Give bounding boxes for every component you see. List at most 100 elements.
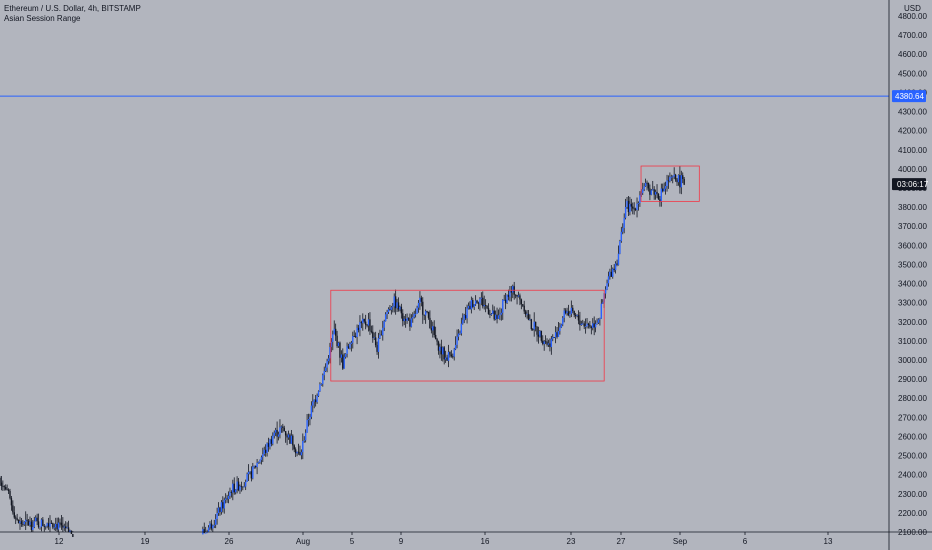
candle	[33, 516, 35, 529]
candle	[420, 295, 423, 307]
candle	[347, 343, 350, 349]
candle	[550, 335, 553, 355]
candle	[45, 525, 47, 530]
candle	[17, 519, 20, 524]
candle	[573, 310, 575, 318]
candle	[479, 297, 481, 311]
candle	[540, 330, 543, 343]
x-tick-label: 6	[743, 537, 748, 546]
candle	[400, 303, 403, 319]
candle	[264, 444, 267, 457]
candle	[399, 305, 401, 312]
candle	[309, 413, 311, 426]
candle	[29, 516, 31, 527]
x-tick-label: Sep	[673, 537, 688, 546]
candle	[263, 446, 265, 456]
candle	[252, 462, 254, 480]
indicator-name[interactable]: Asian Session Range	[4, 14, 81, 23]
candle	[537, 326, 540, 344]
x-tick-label: 9	[399, 537, 404, 546]
y-tick-label: 4300.00	[898, 108, 927, 117]
candle	[10, 495, 13, 511]
candle	[393, 293, 395, 313]
candle	[662, 183, 664, 193]
x-tick-label: 5	[350, 537, 355, 546]
candle	[396, 298, 398, 312]
candle	[529, 314, 531, 321]
candle	[609, 268, 611, 280]
candle	[36, 513, 38, 526]
candle	[62, 517, 64, 532]
candle	[620, 226, 623, 243]
candle	[377, 332, 380, 359]
candle	[500, 308, 503, 321]
countdown-badge[interactable]: 03:06:17	[892, 178, 929, 191]
candle	[367, 313, 370, 332]
currency-label[interactable]: USD	[904, 4, 921, 13]
candle	[386, 309, 388, 320]
candle	[22, 519, 24, 527]
candle	[462, 313, 464, 325]
candle	[623, 213, 625, 234]
candle	[632, 202, 634, 215]
candle	[683, 176, 685, 186]
candle	[269, 438, 271, 450]
candle	[610, 265, 613, 278]
y-tick-label: 2300.00	[898, 490, 927, 499]
candle	[679, 166, 681, 194]
candle	[234, 489, 237, 495]
candle	[440, 339, 443, 361]
candle	[59, 518, 61, 528]
candle	[304, 429, 307, 443]
candle	[650, 189, 653, 196]
candle	[456, 329, 458, 349]
session-range-box[interactable]	[330, 289, 605, 382]
candle	[637, 201, 640, 211]
candle	[476, 299, 478, 304]
candle	[677, 174, 680, 186]
candle	[563, 307, 565, 323]
candle	[322, 373, 324, 387]
candle	[447, 344, 450, 368]
session-range-box[interactable]	[640, 165, 700, 202]
candle	[459, 330, 461, 336]
candle	[314, 394, 317, 407]
candle	[324, 363, 327, 373]
candle	[266, 442, 268, 457]
candle	[660, 183, 663, 207]
candle	[670, 174, 673, 182]
candle	[414, 308, 417, 318]
candle	[237, 478, 240, 492]
candle	[453, 347, 455, 361]
candle	[522, 304, 524, 308]
candle	[559, 322, 561, 335]
candle	[612, 267, 614, 279]
candle	[273, 430, 275, 439]
candle	[682, 172, 684, 184]
candle	[527, 309, 530, 321]
candle	[664, 181, 667, 195]
candle	[286, 433, 288, 446]
candle	[42, 517, 44, 527]
candle	[330, 338, 333, 353]
candle	[450, 350, 453, 358]
candle	[239, 484, 241, 494]
symbol-title[interactable]: Ethereum / U.S. Dollar, 4h, BITSTAMP	[4, 4, 141, 13]
candle	[379, 329, 381, 340]
candle	[654, 189, 657, 200]
candle	[224, 493, 227, 504]
candle	[613, 264, 615, 273]
candle	[262, 447, 264, 463]
candle	[619, 239, 621, 255]
price-line-badge[interactable]: 4380.64	[892, 90, 926, 103]
candle	[312, 394, 314, 413]
candle	[673, 167, 675, 180]
candle	[466, 304, 468, 324]
candle	[653, 186, 655, 200]
candle	[460, 317, 463, 336]
candle	[270, 435, 273, 447]
x-tick-label: 27	[617, 537, 626, 546]
candle	[259, 459, 261, 464]
